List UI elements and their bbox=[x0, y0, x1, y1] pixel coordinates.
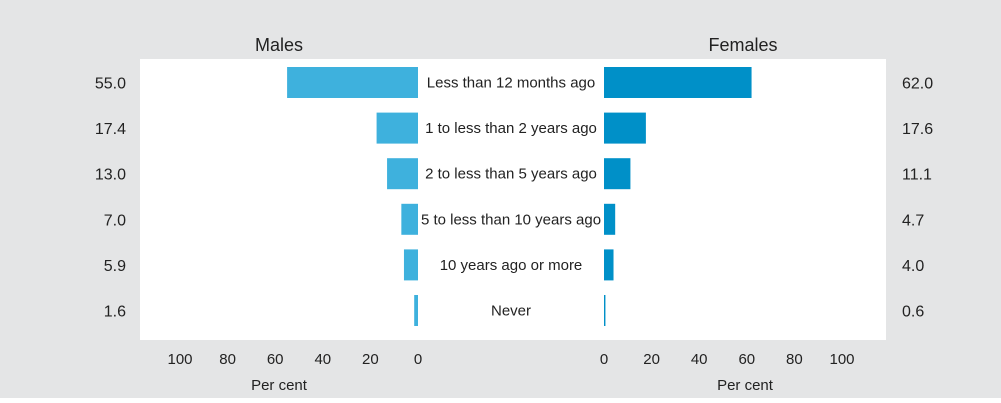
females-tick-label: 80 bbox=[786, 351, 803, 368]
males-tick-label: 60 bbox=[267, 351, 284, 368]
males-value-label: 17.4 bbox=[95, 121, 126, 138]
males-bar bbox=[414, 295, 418, 326]
males-value-label: 1.6 bbox=[104, 304, 126, 321]
category-label: 5 to less than 10 years ago bbox=[421, 211, 601, 228]
females-value-label: 17.6 bbox=[902, 121, 933, 138]
males-tick-label: 0 bbox=[414, 351, 422, 368]
males-tick-label: 80 bbox=[219, 351, 236, 368]
males-tick-label: 40 bbox=[314, 351, 331, 368]
females-panel-title: Females bbox=[708, 35, 777, 55]
category-label: 10 years ago or more bbox=[440, 257, 583, 274]
females-value-label: 0.6 bbox=[902, 304, 924, 321]
category-label: 1 to less than 2 years ago bbox=[425, 120, 597, 137]
females-value-label: 62.0 bbox=[902, 76, 933, 93]
females-bar bbox=[604, 249, 614, 281]
females-bar bbox=[604, 203, 616, 235]
females-value-label: 4.7 bbox=[902, 212, 924, 229]
females-bar bbox=[604, 158, 631, 190]
males-bar bbox=[403, 249, 418, 281]
females-axis-title: Per cent bbox=[717, 377, 774, 394]
category-label: 2 to less than 5 years ago bbox=[425, 166, 597, 183]
females-value-label: 11.1 bbox=[902, 167, 932, 184]
females-tick-label: 60 bbox=[738, 351, 755, 368]
males-bar bbox=[287, 67, 418, 98]
males-bar bbox=[376, 112, 418, 144]
females-bar bbox=[604, 112, 646, 144]
females-tick-label: 100 bbox=[829, 351, 854, 368]
males-value-label: 13.0 bbox=[95, 167, 126, 184]
males-tick-label: 100 bbox=[167, 351, 192, 368]
males-value-label: 55.0 bbox=[95, 76, 126, 93]
females-bar bbox=[604, 295, 606, 326]
category-label: Never bbox=[491, 303, 531, 320]
females-tick-label: 0 bbox=[600, 351, 608, 368]
males-bar bbox=[401, 203, 418, 235]
males-value-label: 5.9 bbox=[104, 258, 126, 275]
males-value-label: 7.0 bbox=[104, 212, 126, 229]
males-tick-label: 20 bbox=[362, 351, 379, 368]
males-bar bbox=[387, 158, 418, 190]
category-label: Less than 12 months ago bbox=[427, 75, 595, 92]
males-panel-title: Males bbox=[255, 35, 303, 55]
females-tick-label: 20 bbox=[643, 351, 660, 368]
females-tick-label: 40 bbox=[691, 351, 708, 368]
females-bar bbox=[604, 67, 752, 98]
females-value-label: 4.0 bbox=[902, 258, 924, 275]
males-axis-title: Per cent bbox=[251, 377, 308, 394]
